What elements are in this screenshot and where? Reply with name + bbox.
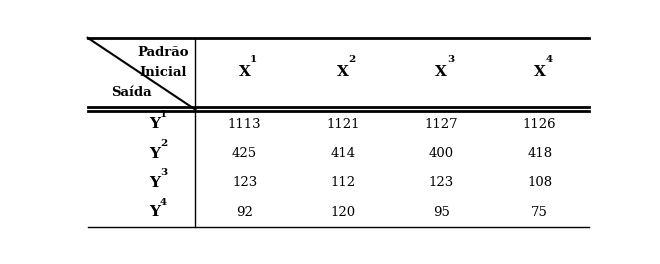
Text: 4: 4 — [545, 55, 552, 64]
Text: Y: Y — [149, 147, 160, 161]
Text: 418: 418 — [527, 147, 552, 160]
Text: 400: 400 — [429, 147, 454, 160]
Text: 414: 414 — [331, 147, 356, 160]
Text: Inicial: Inicial — [139, 66, 187, 79]
Text: Y: Y — [149, 117, 160, 131]
Text: Y: Y — [149, 176, 160, 190]
Text: 95: 95 — [433, 206, 449, 219]
Text: 112: 112 — [331, 176, 356, 189]
Text: 1: 1 — [160, 110, 167, 119]
Text: 1121: 1121 — [326, 118, 360, 131]
Text: X: X — [337, 65, 349, 79]
Text: Y: Y — [149, 205, 160, 219]
Text: 92: 92 — [236, 206, 253, 219]
Text: 123: 123 — [232, 176, 257, 189]
Text: Padrão: Padrão — [137, 46, 189, 59]
Text: 123: 123 — [429, 176, 454, 189]
Text: 425: 425 — [232, 147, 257, 160]
Text: 4: 4 — [160, 197, 167, 206]
Text: 3: 3 — [447, 55, 454, 64]
Text: 2: 2 — [348, 55, 356, 64]
Text: 120: 120 — [331, 206, 356, 219]
Text: 3: 3 — [160, 168, 167, 177]
Text: X: X — [534, 65, 546, 79]
Text: 1113: 1113 — [228, 118, 261, 131]
Text: 108: 108 — [527, 176, 552, 189]
Text: X: X — [436, 65, 447, 79]
Text: 1: 1 — [250, 55, 257, 64]
Text: 2: 2 — [160, 139, 167, 148]
Text: X: X — [239, 65, 251, 79]
Text: 75: 75 — [531, 206, 548, 219]
Text: 1126: 1126 — [523, 118, 556, 131]
Text: Saída: Saída — [112, 86, 152, 100]
Text: 1127: 1127 — [424, 118, 458, 131]
